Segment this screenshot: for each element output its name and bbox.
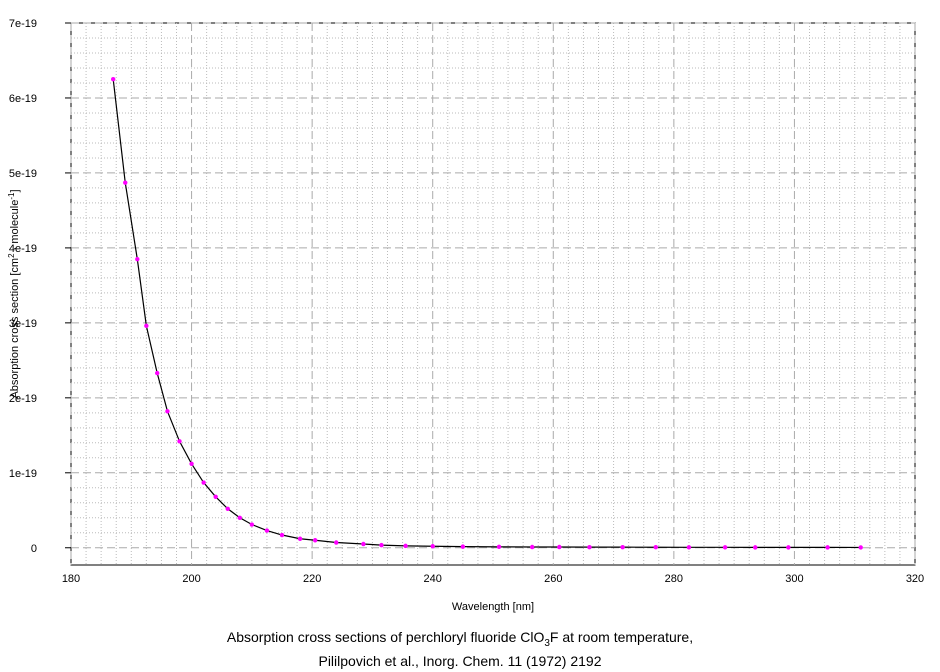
point: [557, 544, 562, 550]
marks: [111, 77, 863, 550]
point: [460, 544, 466, 549]
point: [111, 77, 116, 82]
x-tick-label: 260: [544, 573, 562, 585]
point: [587, 544, 592, 550]
y-tick-label: 0: [31, 543, 37, 555]
point: [722, 545, 728, 550]
y-tick-label: 5e-19: [9, 168, 37, 180]
point: [189, 461, 194, 466]
x-tick-label: 320: [906, 573, 924, 585]
point: [213, 494, 218, 499]
point: [297, 536, 303, 541]
x-axis-label: Wavelength [nm]: [452, 601, 534, 613]
y-tick-label: 4e-19: [9, 243, 37, 255]
caption-sub: 3: [544, 638, 550, 649]
y-label-sup: 2: [7, 253, 16, 258]
y-tick-label: 6e-19: [9, 93, 37, 105]
y-label-part: · molecule: [9, 200, 21, 254]
point: [177, 439, 182, 444]
point: [825, 545, 830, 550]
point: [225, 506, 230, 511]
x-tick-label: 200: [182, 573, 200, 585]
point: [361, 541, 366, 547]
grid: [70, 22, 916, 565]
point: [237, 515, 242, 520]
point: [430, 544, 435, 549]
y-axis-label: Absorption cross section [cm2 · molecule…: [7, 189, 21, 398]
caption-part: F at room temperature,: [550, 629, 693, 645]
point: [279, 532, 285, 538]
point: [312, 538, 318, 543]
point: [249, 522, 255, 527]
y-label-part: ]: [9, 189, 21, 192]
point: [379, 542, 384, 548]
point: [496, 544, 502, 550]
point: [144, 323, 149, 329]
x-tick-label: 220: [303, 573, 321, 585]
y-tick-label: 3e-19: [9, 318, 37, 330]
point: [155, 370, 160, 376]
x-tick-label: 300: [785, 573, 803, 585]
point: [753, 545, 758, 550]
point: [653, 545, 658, 550]
point: [786, 545, 791, 550]
caption-part: Absorption cross sections of perchloryl …: [227, 629, 545, 645]
x-tick-label: 240: [424, 573, 442, 585]
point: [123, 180, 128, 185]
y-tick-label: 1e-19: [9, 468, 37, 480]
point: [135, 256, 140, 262]
caption-line: Absorption cross sections of perchloryl …: [227, 629, 693, 649]
point: [403, 543, 408, 549]
y-tick-label: 7e-19: [9, 18, 37, 30]
point: [858, 545, 863, 550]
point: [686, 545, 692, 550]
point: [165, 409, 170, 414]
point: [201, 480, 206, 485]
x-tick-label: 280: [665, 573, 683, 585]
caption-line: Pililpovich et al., Inorg. Chem. 11 (197…: [318, 653, 601, 669]
point: [334, 540, 339, 545]
y-label-part: Absorption cross section [cm: [9, 258, 21, 399]
point: [529, 544, 535, 550]
x-tick-label: 180: [62, 573, 80, 585]
point: [620, 544, 625, 550]
y-tick-label: 2e-19: [9, 393, 37, 405]
y-label-sup: -1: [7, 192, 16, 200]
point: [264, 528, 270, 533]
